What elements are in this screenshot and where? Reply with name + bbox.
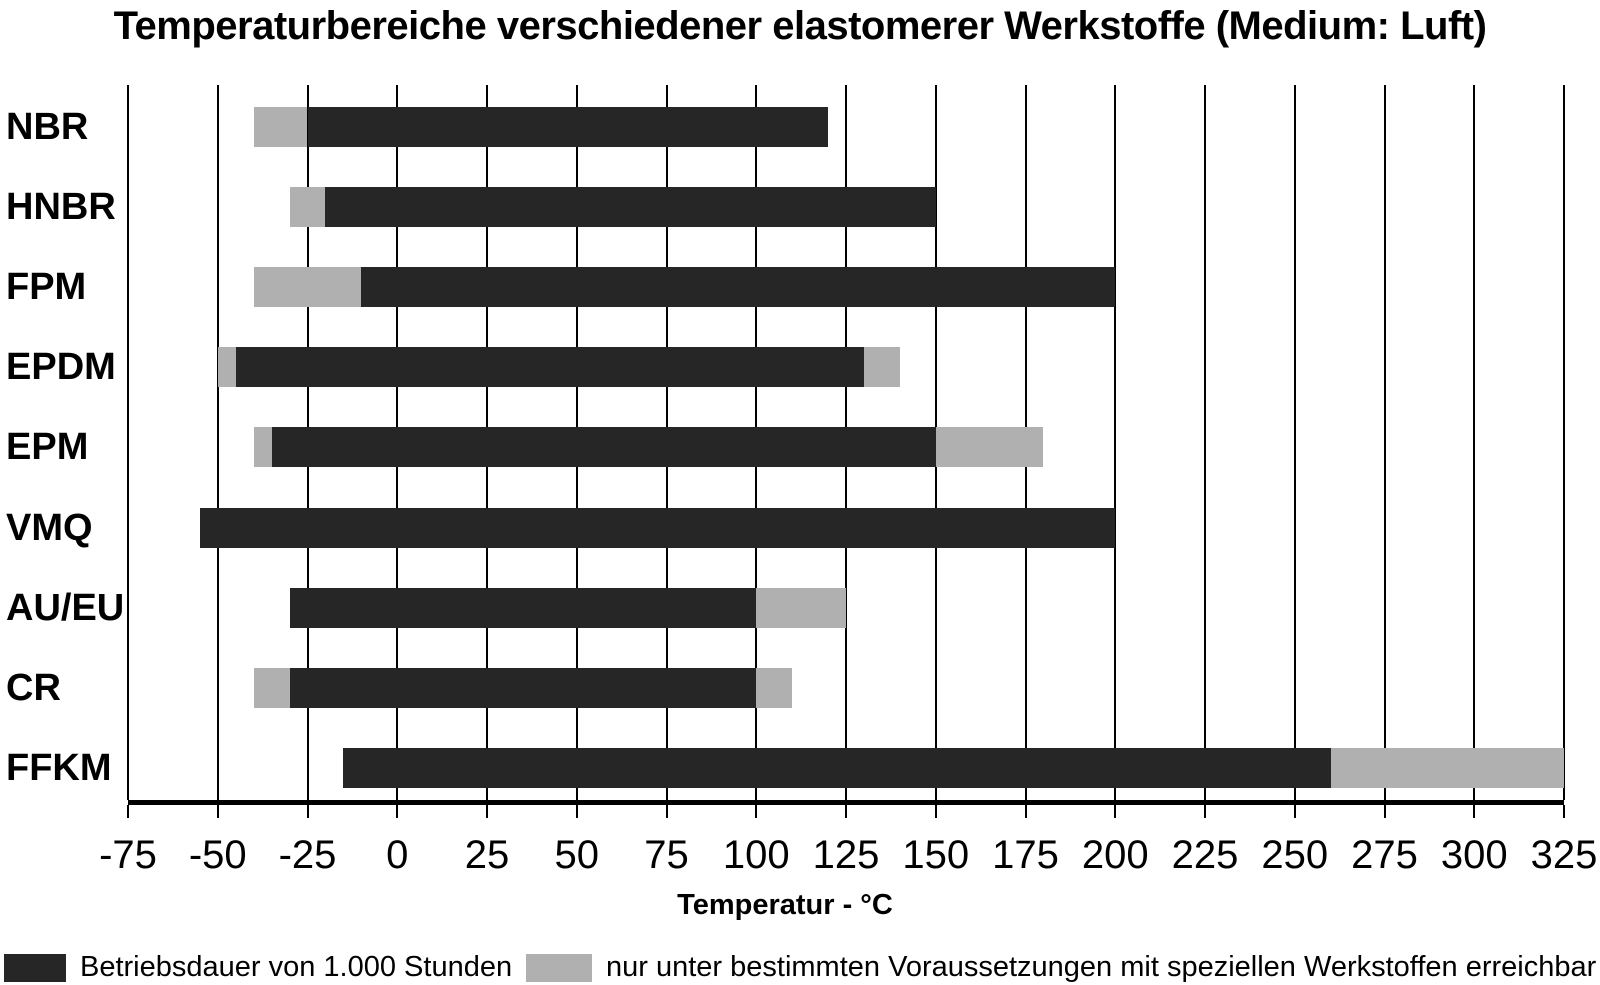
- bar-segment-standard: [289, 668, 757, 708]
- bar-segment-special: [1330, 748, 1564, 788]
- bar-segment-special: [756, 588, 846, 628]
- axis-tick-mark: [127, 805, 129, 818]
- tick-label: 125: [812, 833, 880, 877]
- axis-tick-mark: [934, 805, 937, 818]
- tick-label: 250: [1261, 833, 1329, 877]
- legend-swatch-standard: [4, 953, 66, 982]
- row-label-hnbr: HNBR: [6, 186, 116, 228]
- bar-segment-standard: [307, 107, 829, 147]
- axis-tick-mark: [1563, 805, 1565, 818]
- tick-label: -50: [188, 833, 247, 877]
- x-axis-tick-labels: -75 -50 -25 0 25 50 75 100 125 150 175 200 225 250 275…: [99, 832, 1597, 880]
- bar-segment-standard: [343, 748, 1331, 788]
- row-label-au-eu: AU/EU: [6, 587, 125, 629]
- legend-item-standard: Betriebsdauer von 1.000 Stunden: [4, 951, 512, 984]
- grid-line: [1473, 85, 1476, 800]
- bar-segment-special: [253, 267, 362, 307]
- legend-label-standard: Betriebsdauer von 1.000 Stunden: [80, 951, 513, 983]
- tick-label: 225: [1171, 833, 1239, 877]
- tick-label: 150: [902, 833, 970, 877]
- tick-label: -25: [278, 833, 337, 877]
- grid-line: [216, 85, 219, 800]
- bar-segment-standard: [271, 427, 936, 467]
- tick-label: 200: [1081, 833, 1149, 877]
- bar-segment-special: [756, 668, 793, 708]
- bar-segment-special: [935, 427, 1044, 467]
- axis-tick-mark: [575, 805, 578, 818]
- row-label-vmq: VMQ: [6, 507, 93, 549]
- axis-tick-mark: [216, 805, 219, 818]
- bar-segment-standard: [325, 187, 936, 227]
- bar-segment-special: [253, 107, 308, 147]
- tick-label: 0: [386, 833, 409, 877]
- grid-line: [127, 85, 129, 800]
- row-label-fpm: FPM: [6, 266, 87, 308]
- bar-segment-standard: [235, 347, 864, 387]
- bar-segment-special: [289, 187, 326, 227]
- chart-title: Temperaturbereiche verschiedener elastom…: [113, 4, 1487, 48]
- axis-tick-mark: [1383, 805, 1386, 818]
- tick-label: 275: [1351, 833, 1418, 877]
- bar-segment-special: [217, 347, 236, 387]
- bar-segment-special: [253, 668, 290, 708]
- axis-tick-mark: [665, 805, 668, 818]
- axis-tick-mark: [306, 805, 309, 818]
- y-axis-category-labels: NBR HNBR FPM EPDM EPM VMQ AU/EU CR FFKM: [0, 85, 125, 800]
- axis-tick-mark: [486, 805, 488, 818]
- row-label-epdm: EPDM: [6, 346, 116, 388]
- bar-segment-standard: [289, 588, 757, 628]
- axis-tick-mark: [1293, 805, 1296, 818]
- tick-label: 25: [464, 833, 510, 877]
- bar-segment-standard: [199, 508, 1116, 548]
- axis-tick-mark: [1114, 805, 1117, 818]
- axis-tick-mark: [1204, 805, 1206, 818]
- tick-label: 75: [644, 833, 689, 877]
- tick-label: -75: [99, 833, 157, 877]
- grid-line: [1293, 85, 1296, 800]
- grid-line: [1563, 85, 1565, 800]
- bar-segment-special: [253, 427, 272, 467]
- tick-label: 300: [1440, 833, 1508, 877]
- legend-swatch-special: [526, 953, 592, 982]
- row-label-ffkm: FFKM: [6, 747, 112, 789]
- row-label-epm: EPM: [6, 426, 89, 468]
- tick-label: 50: [554, 833, 600, 877]
- plot-area: [127, 85, 1565, 818]
- row-label-cr: CR: [6, 667, 61, 709]
- tick-label: 175: [992, 833, 1059, 877]
- grid-line: [1383, 85, 1386, 800]
- axis-tick-mark: [755, 805, 758, 818]
- bar-segment-special: [863, 347, 900, 387]
- grid-line: [1204, 85, 1206, 800]
- axis-tick-mark: [1024, 805, 1027, 818]
- legend-label-special: nur unter bestimmten Voraussetzungen mit…: [606, 951, 1597, 983]
- axis-tick-mark: [845, 805, 847, 818]
- axis-tick-mark: [396, 805, 399, 818]
- x-axis-label: Temperatur - °C: [677, 889, 893, 921]
- grid-line: [1114, 85, 1117, 800]
- legend-item-special: nur unter bestimmten Voraussetzungen mit…: [526, 951, 1596, 984]
- axis-tick-mark: [1473, 805, 1476, 818]
- tick-label: 325: [1530, 833, 1598, 877]
- tick-label: 100: [722, 833, 790, 877]
- row-label-nbr: NBR: [6, 106, 89, 148]
- bar-segment-standard: [361, 267, 1116, 307]
